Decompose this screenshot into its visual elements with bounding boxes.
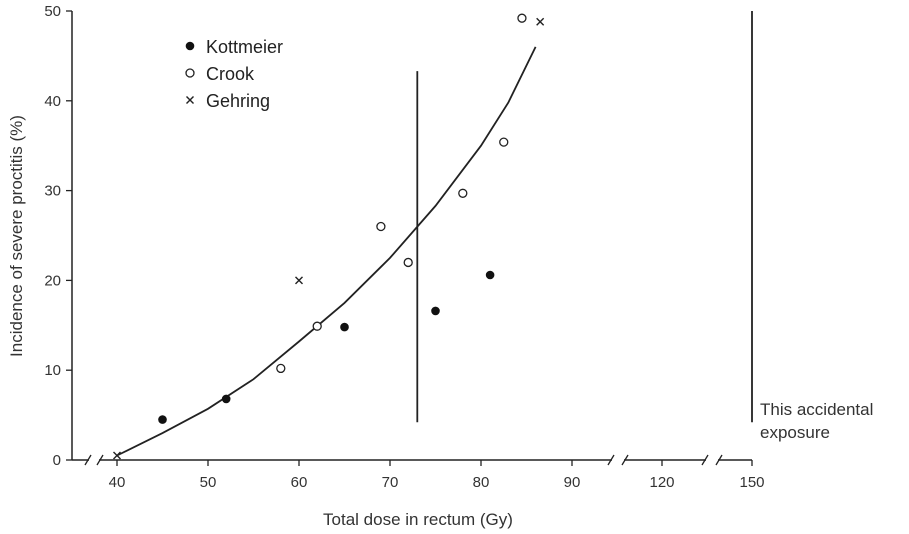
x-tick-label: 120: [649, 474, 674, 491]
axis-break-mark: [607, 454, 615, 466]
point-gehring: [295, 276, 303, 285]
point-gehring: [113, 451, 121, 460]
point-kottmeier: [221, 394, 231, 404]
x-tick-label: 50: [200, 474, 217, 491]
y-tick-label: 30: [44, 183, 61, 200]
axis-break-mark: [96, 454, 104, 466]
axes: [71, 11, 752, 466]
cross-stroke: [186, 96, 194, 104]
point-crook: [403, 257, 413, 268]
point-crook: [499, 137, 509, 147]
annotation-line-1: This accidental: [760, 400, 873, 419]
x-tick-label: 40: [109, 474, 126, 491]
point-kottmeier: [431, 306, 440, 316]
x-tick-label: 80: [473, 474, 490, 491]
point-kottmeier: [485, 270, 495, 280]
x-tick-label: 70: [382, 474, 399, 491]
point-crook: [312, 321, 322, 331]
axis-break-mark: [715, 454, 723, 466]
x-tick-label: 60: [291, 474, 308, 491]
y-tick-label: 0: [53, 452, 61, 469]
y-tick-label: 20: [44, 272, 61, 289]
y-axis-label: Incidence of severe proctitis (%): [7, 115, 26, 357]
legend-label-gehring: Gehring: [206, 91, 270, 111]
data-points: [113, 13, 545, 460]
annotation-label: This accidental exposure: [760, 400, 878, 442]
legend: Kottmeier Crook Gehring: [185, 37, 283, 111]
annotation-line-2: exposure: [760, 423, 830, 442]
point-crook: [458, 188, 468, 198]
reference-lines: [416, 11, 753, 423]
legend-marker-kottmeier: [185, 41, 195, 51]
point-kottmeier: [340, 322, 349, 332]
point-crook: [276, 363, 286, 374]
y-tick-label: 40: [44, 93, 61, 110]
legend-marker-gehring: [186, 96, 194, 104]
point-gehring: [536, 17, 545, 26]
point-kottmeier: [158, 415, 167, 424]
cross-stroke: [536, 17, 545, 26]
legend-label-crook: Crook: [206, 64, 255, 84]
legend-marker-crook: [185, 68, 195, 78]
cross-stroke: [295, 276, 303, 285]
x-axis-label: Total dose in rectum (Gy): [323, 510, 513, 529]
legend-label-kottmeier: Kottmeier: [206, 37, 283, 57]
ticks: 0 10 20 30 40 50 40 50 60 70 80 90 120 150: [44, 3, 764, 491]
fit-curve: [116, 46, 537, 457]
y-tick-label: 50: [44, 3, 61, 20]
axis-break-mark: [621, 454, 629, 466]
cross-stroke: [113, 451, 121, 460]
point-crook: [376, 221, 386, 232]
y-tick-label: 10: [44, 362, 61, 379]
axis-break-mark: [701, 454, 709, 466]
point-crook: [517, 13, 527, 23]
axis-break-mark: [84, 454, 92, 466]
x-tick-label: 90: [564, 474, 581, 491]
x-tick-label: 150: [739, 474, 764, 491]
